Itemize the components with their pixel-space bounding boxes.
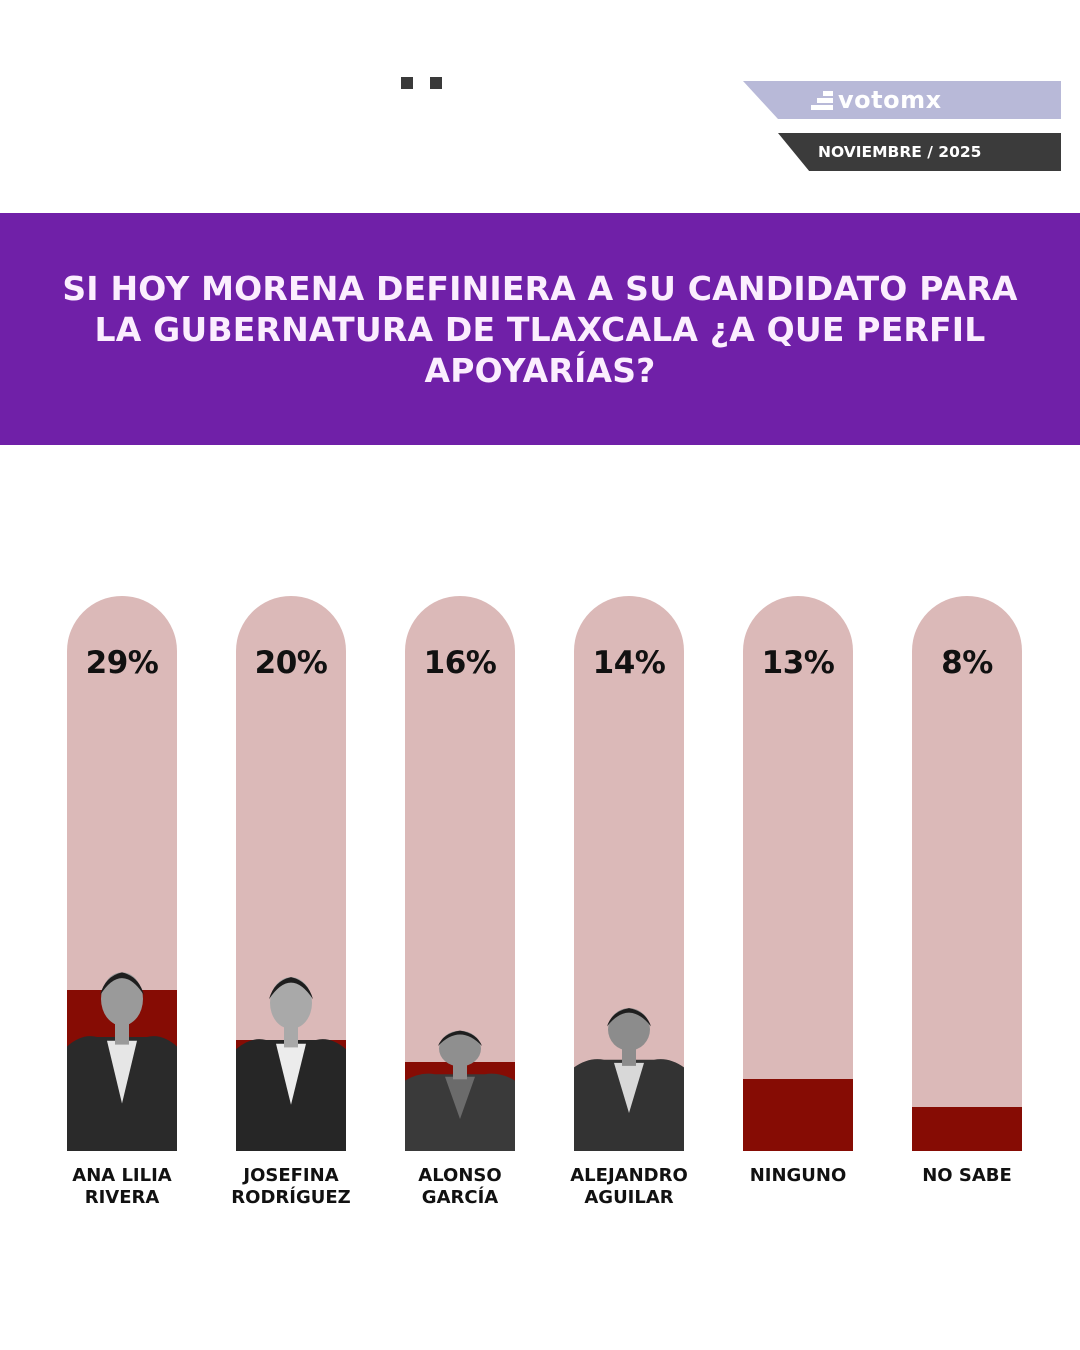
question-title: SI HOY MORENA DEFINIERA A SU CANDIDATO P… <box>62 268 1018 390</box>
category-label: NINGUNO <box>749 1165 847 1186</box>
percentage-label: 16% <box>423 645 497 681</box>
square-dot-icon <box>430 77 442 89</box>
date-tag: NOVIEMBRE / 2025 <box>778 133 1061 171</box>
category-label: JOSEFINA RODRÍGUEZ <box>231 1165 351 1208</box>
brand-logo: votomx <box>743 81 1061 119</box>
ballot-stack-icon <box>811 90 833 110</box>
bar-track <box>574 596 684 1151</box>
percentage-label: 20% <box>254 645 328 681</box>
bar-track <box>405 596 515 1151</box>
question-banner: SI HOY MORENA DEFINIERA A SU CANDIDATO P… <box>0 213 1080 445</box>
square-dot-icon <box>401 77 413 89</box>
category-label: ALEJANDRO AGUILAR <box>570 1165 688 1208</box>
category-label: ANA LILIA RIVERA <box>72 1165 172 1208</box>
candidate-photo <box>574 999 684 1151</box>
percentage-label: 13% <box>761 645 835 681</box>
percentage-label: 8% <box>941 645 993 681</box>
percentage-label: 29% <box>85 645 159 681</box>
bar-fill <box>912 1107 1022 1151</box>
bar-track <box>743 596 853 1151</box>
decorative-dots <box>401 77 442 89</box>
percentage-label: 14% <box>592 645 666 681</box>
brand-name: votomx <box>838 86 942 114</box>
category-label: ALONSO GARCÍA <box>418 1165 502 1208</box>
bar-track <box>67 596 177 1151</box>
bar-track <box>236 596 346 1151</box>
candidate-photo <box>405 1023 515 1151</box>
bar-track <box>912 596 1022 1151</box>
bar-fill <box>743 1079 853 1151</box>
category-label: NO SABE <box>922 1165 1012 1186</box>
candidate-photo <box>236 966 346 1151</box>
candidate-photo <box>67 961 177 1151</box>
